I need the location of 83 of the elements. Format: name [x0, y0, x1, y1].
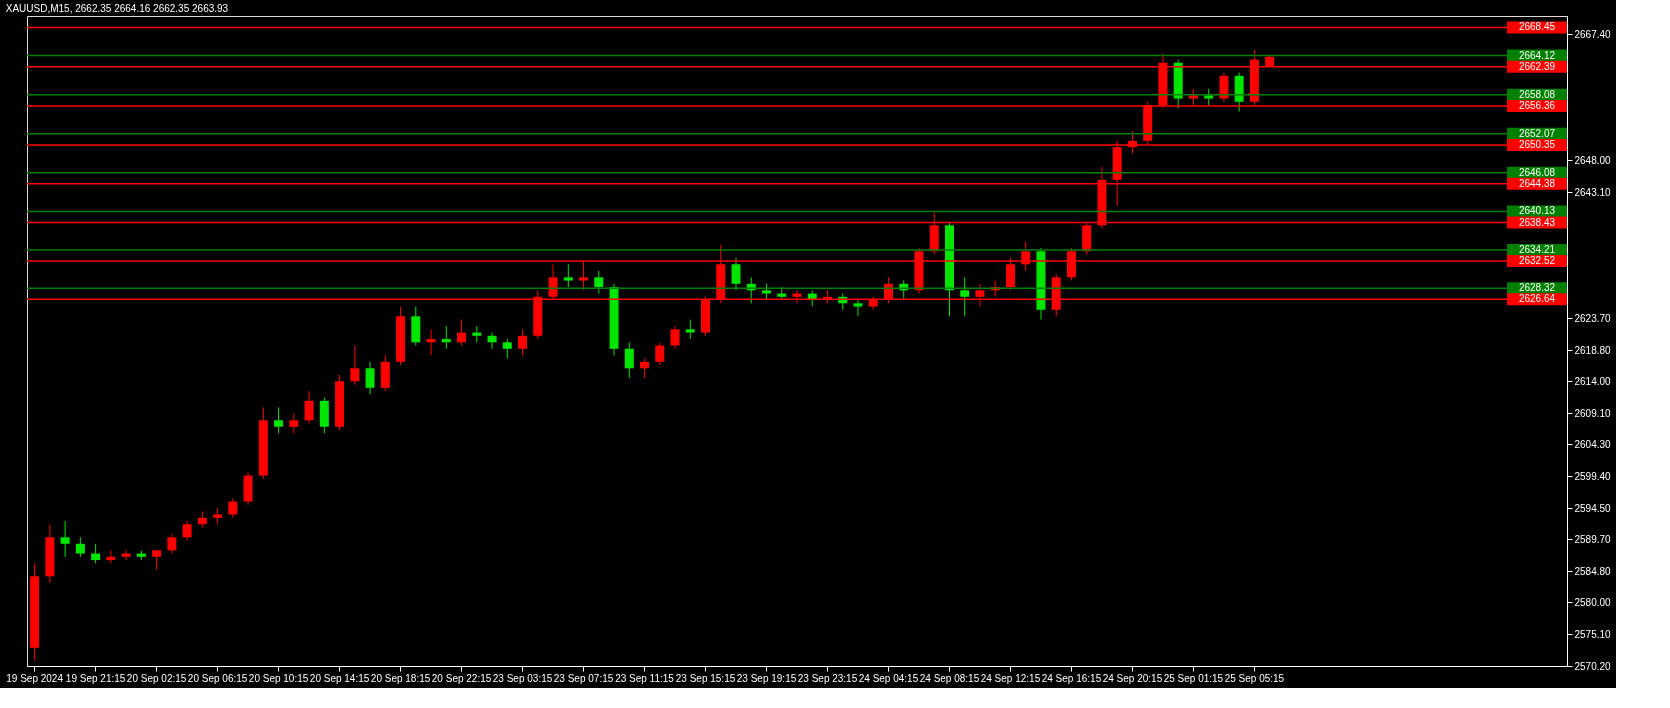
x-tick-label: 25 Sep 05:15	[1224, 672, 1285, 684]
y-tick-label: 2599.40	[1574, 470, 1612, 482]
x-tick-label: 23 Sep 11:15	[615, 672, 675, 684]
candlestick	[304, 390, 314, 425]
ref-line-label: 2662.39	[1518, 60, 1556, 72]
y-tick-label: 2648.00	[1574, 154, 1612, 166]
x-tick-label: 19 Sep 21:15	[65, 672, 126, 684]
candlestick	[502, 338, 512, 360]
ref-line-label: 2632.52	[1518, 254, 1556, 266]
x-tick-label: 23 Sep 15:15	[675, 672, 736, 684]
x-tick-label: 24 Sep 20:15	[1102, 672, 1163, 684]
candlestick	[91, 543, 101, 564]
candlestick	[167, 533, 177, 555]
chart-title: XAUUSD,M15, 2662.35 2664.16 2662.35 2663.93	[5, 3, 229, 14]
candlestick	[670, 325, 680, 350]
x-tick-label: 24 Sep 04:15	[858, 672, 919, 684]
ref-line-label: 2650.35	[1518, 139, 1556, 151]
candlestick	[441, 325, 451, 350]
x-tick-label: 23 Sep 23:15	[797, 672, 858, 684]
x-tick-label: 20 Sep 22:15	[431, 672, 492, 684]
x-tick-label: 23 Sep 03:15	[492, 672, 553, 684]
y-tick-label: 2667.40	[1574, 28, 1612, 40]
x-tick-label: 23 Sep 19:15	[736, 672, 797, 684]
candlestick	[60, 520, 70, 558]
candlestick	[106, 549, 116, 564]
candlestick	[960, 276, 970, 317]
ref-line-label: 2656.36	[1518, 99, 1556, 111]
candlestick	[655, 341, 665, 366]
candlestick	[75, 536, 85, 558]
y-tick-label: 2643.10	[1574, 186, 1612, 198]
x-tick-label: 20 Sep 10:15	[248, 672, 309, 684]
ref-line-label: 2638.43	[1518, 216, 1556, 228]
candlestick	[182, 520, 192, 542]
x-tick-label: 24 Sep 12:15	[980, 672, 1041, 684]
y-tick-label: 2614.00	[1574, 375, 1612, 387]
y-tick-label: 2584.80	[1574, 565, 1612, 577]
x-tick-label: 20 Sep 02:15	[126, 672, 187, 684]
y-tick-label: 2580.00	[1574, 596, 1612, 608]
y-tick-label: 2623.70	[1574, 312, 1612, 324]
candlestick	[274, 406, 284, 434]
candlestick	[1219, 72, 1229, 103]
y-tick-label: 2604.30	[1574, 438, 1612, 450]
candlestick	[594, 270, 604, 295]
y-tick-label: 2570.20	[1574, 660, 1612, 672]
candlestick	[289, 413, 299, 434]
x-tick-label: 20 Sep 06:15	[187, 672, 248, 684]
candlestick	[518, 328, 528, 356]
y-tick-label: 2575.10	[1574, 628, 1612, 640]
ref-line-label: 2646.08	[1518, 166, 1556, 178]
ref-line-label: 2640.13	[1518, 205, 1556, 217]
x-tick-label: 20 Sep 18:15	[370, 672, 431, 684]
ref-line-label: 2628.32	[1518, 282, 1556, 294]
ref-line-label: 2626.64	[1518, 293, 1556, 305]
x-tick-label: 20 Sep 14:15	[309, 672, 370, 684]
x-tick-label: 23 Sep 07:15	[553, 672, 614, 684]
candlestick	[685, 319, 695, 340]
ref-line-label: 2652.07	[1518, 127, 1556, 139]
candlestick	[121, 549, 131, 561]
candlestick	[731, 257, 741, 291]
ref-line-label: 2634.21	[1518, 243, 1556, 255]
candlestick	[640, 358, 650, 379]
ref-line-label: 2644.38	[1518, 177, 1556, 189]
x-tick-label: 24 Sep 08:15	[919, 672, 980, 684]
candlestick	[152, 549, 162, 571]
x-tick-label: 19 Sep 2024	[6, 672, 64, 684]
candlestick	[228, 497, 238, 519]
candlestick	[487, 332, 497, 350]
candlestick	[624, 341, 634, 379]
y-tick-label: 2618.80	[1574, 344, 1612, 356]
y-tick-label: 2609.10	[1574, 407, 1612, 419]
ref-line-label: 2664.12	[1518, 49, 1556, 61]
candlestick	[365, 361, 375, 395]
candlestick	[853, 299, 863, 317]
y-tick-label: 2594.50	[1574, 502, 1612, 514]
candlestick	[350, 345, 360, 386]
candlestick	[426, 328, 436, 356]
candlestick	[563, 263, 573, 288]
x-tick-label: 24 Sep 16:15	[1041, 672, 1102, 684]
ref-line-label: 2658.08	[1518, 88, 1556, 100]
x-tick-label: 25 Sep 01:15	[1163, 672, 1224, 684]
candlestick	[457, 319, 467, 347]
ref-line-label: 2668.45	[1518, 21, 1556, 33]
y-tick-label: 2589.70	[1574, 533, 1612, 545]
